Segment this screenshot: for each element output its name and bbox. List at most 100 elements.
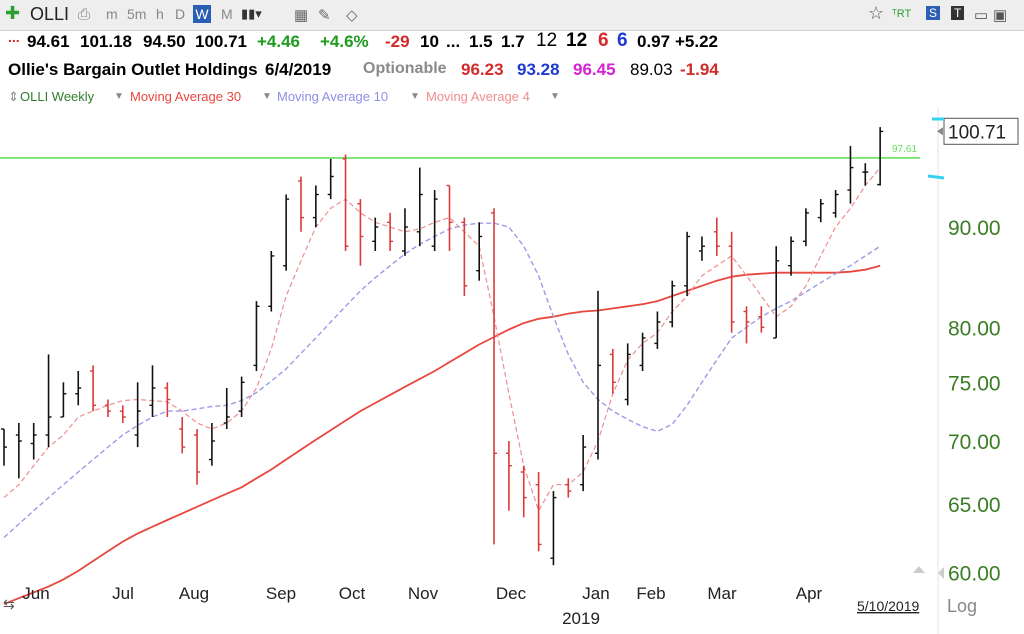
right-scroll-icon (938, 567, 944, 579)
eraser-icon[interactable]: ◇ (346, 7, 358, 24)
interval-w-selected[interactable]: W (193, 5, 211, 23)
ohlc-bar (45, 354, 52, 448)
ohlc-bar (535, 472, 542, 552)
ohlc-bar (654, 311, 661, 349)
last-price-pointer-icon (937, 127, 943, 136)
company-v1: 96.23 (461, 60, 504, 79)
x-tick-label: Jul (112, 584, 134, 603)
window-icon[interactable]: ▭ (974, 7, 989, 24)
year-label: 2019 (562, 609, 600, 628)
ohlc-bar (179, 417, 186, 454)
y-tick-label: 60.00 (948, 562, 1001, 585)
ohlc-bar (149, 365, 156, 417)
y-tick-label: 75.00 (948, 372, 1001, 395)
ohlc-bar (713, 217, 720, 256)
company-name: Ollie's Bargain Outlet Holdings (8, 60, 258, 79)
ohlc-bar (802, 208, 809, 247)
ohlc-bar (669, 280, 676, 328)
y-tick-label: 70.00 (948, 431, 1001, 454)
ohlc-bar (372, 217, 379, 251)
ma30-line (3, 264, 881, 605)
x-tick-label: Apr (796, 584, 823, 603)
ohlc-bar (342, 154, 349, 251)
ohlc-bar (609, 348, 616, 394)
quote-f8: 6 (598, 30, 609, 51)
ohlc-bar (30, 423, 37, 460)
legend-arrow-icon[interactable]: ⇕ (8, 89, 19, 104)
ohlc-bar (476, 222, 483, 281)
legend-ma30[interactable]: Moving Average 30 (130, 89, 242, 104)
legend-ma4[interactable]: Moving Average 4 (426, 89, 530, 104)
printer-icon[interactable]: ⎙ (78, 6, 91, 23)
price-chart[interactable]: 97.61 90.00 80.00 75.00 70.00 65.00 60.00 Jun Ju… (0, 108, 1024, 634)
ohlc-bar (639, 332, 646, 371)
quote-f6: 12 (536, 30, 558, 51)
interval-d[interactable]: D (175, 6, 186, 22)
horizontal-line-label: 97.61 (892, 144, 917, 155)
company-date: 6/4/2019 (265, 60, 332, 79)
ohlc-bar (773, 246, 780, 339)
settings-icon[interactable]: ▣ (993, 7, 1008, 24)
quote-f2: 10 (420, 32, 439, 51)
x-tick-label: Jun (22, 584, 49, 603)
add-icon[interactable]: ✚ (5, 3, 21, 23)
ohlc-bar (268, 251, 275, 312)
interval-m[interactable]: m (106, 6, 118, 22)
ohlc-bar (387, 212, 394, 251)
legend-symbol[interactable]: OLLI Weekly (20, 89, 95, 104)
quote-high: 101.18 (80, 32, 132, 51)
legend-symbol-dropdown-icon[interactable]: ▼ (114, 91, 124, 102)
ohlc-bar (312, 185, 319, 227)
legend-ma4-dropdown-icon[interactable]: ▼ (550, 91, 560, 102)
ohlc-bar (164, 382, 171, 417)
ma4-line (3, 167, 881, 513)
ohlc-bar (580, 435, 587, 492)
interval-h[interactable]: h (156, 6, 164, 22)
quote-f10: 0.97 (637, 32, 671, 51)
ohlc-bar (253, 301, 260, 371)
bar-chart-icon[interactable]: ▮▮▾ (241, 6, 262, 21)
grid-icon[interactable]: ▦ (294, 7, 309, 24)
interval-5m[interactable]: 5m (127, 6, 147, 22)
sync-icon[interactable]: ⇆ (3, 596, 15, 612)
ma10-line (3, 222, 881, 539)
ohlc-bar (90, 365, 97, 412)
x-tick-label: Nov (408, 584, 439, 603)
ohlc-bar (698, 236, 705, 261)
ohlc-bar (505, 441, 512, 511)
legend-ma30-dropdown-icon[interactable]: ▼ (262, 91, 272, 102)
ohlc-bar (684, 231, 691, 296)
ohlc-bar (817, 199, 824, 223)
quote-line: ... 94.61 101.18 94.50 100.71 +4.46 +4.6… (0, 29, 1024, 56)
chart-background (0, 108, 1024, 634)
quote-f3: ... (446, 32, 461, 51)
ohlc-bar (208, 423, 215, 466)
company-line: Ollie's Bargain Outlet Holdings 6/4/2019… (0, 60, 1024, 84)
ohlc-bar (847, 145, 854, 204)
ohlc-bar (461, 217, 468, 296)
quote-f9: 6 (617, 30, 628, 51)
company-v2: 93.28 (517, 60, 560, 79)
pencil-icon[interactable]: ✎ (318, 7, 331, 24)
ohlc-bar (877, 127, 884, 186)
badge-s[interactable]: S (926, 6, 941, 20)
ohlc-bar (357, 199, 364, 266)
star-icon[interactable]: ☆ (868, 3, 885, 23)
badge-t[interactable]: T (951, 6, 965, 20)
legend-ma10-dropdown-icon[interactable]: ▼ (410, 91, 420, 102)
company-v4: 89.03 (630, 60, 673, 79)
interval-month[interactable]: M (221, 6, 233, 22)
legend-ma10[interactable]: Moving Average 10 (277, 89, 389, 104)
ohlc-bar (104, 399, 111, 417)
rt-icon[interactable]: ᵀRT (892, 8, 912, 20)
ohlc-bar (491, 208, 498, 545)
quote-dots: ... (8, 29, 20, 45)
x-tick-label: Jan (582, 584, 609, 603)
ohlc-bar (238, 376, 245, 417)
company-v5: -1.94 (680, 60, 719, 79)
ohlc-bar (431, 190, 438, 251)
y-tick-label: 65.00 (948, 494, 1001, 517)
ohlc-bar (832, 190, 839, 218)
ticker-symbol[interactable]: OLLI (30, 4, 70, 24)
ohlc-bar (788, 236, 795, 276)
